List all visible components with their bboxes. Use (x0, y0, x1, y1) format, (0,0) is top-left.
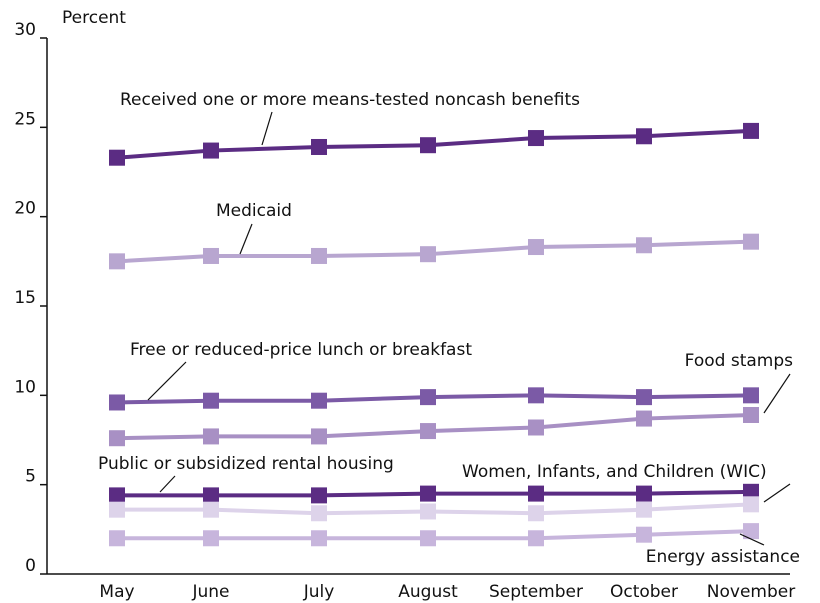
series-label: Public or subsidized rental housing (98, 454, 394, 474)
marker (311, 428, 327, 445)
x-tick-label: June (191, 582, 229, 602)
marker (743, 483, 759, 500)
series-label: Food stamps (685, 351, 793, 371)
marker (743, 406, 759, 423)
marker (203, 392, 219, 409)
y-tick-label: 5 (25, 467, 36, 487)
x-tick-label: November (707, 582, 795, 602)
y-tick-label: 25 (14, 109, 36, 129)
marker (528, 419, 544, 436)
marker (311, 487, 327, 504)
marker (636, 501, 652, 518)
marker (528, 130, 544, 147)
marker (203, 487, 219, 504)
marker (109, 501, 125, 518)
marker (420, 137, 436, 154)
marker (528, 239, 544, 256)
marker (528, 485, 544, 502)
marker (636, 410, 652, 427)
leader-line (261, 111, 273, 146)
marker (311, 138, 327, 155)
leader-line (739, 533, 765, 546)
y-axis-label: Percent (62, 8, 126, 28)
x-tick-label: August (398, 582, 458, 602)
marker (636, 389, 652, 406)
marker (636, 526, 652, 543)
series-label: Energy assistance (646, 547, 800, 567)
series-label: Women, Infants, and Children (WIC) (462, 462, 767, 482)
marker (311, 530, 327, 547)
marker (743, 496, 759, 513)
leader-line (763, 373, 791, 414)
x-tick-label: October (610, 582, 678, 602)
leader-line (147, 361, 187, 401)
x-tick-label: July (303, 582, 335, 602)
marker (311, 392, 327, 409)
y-tick-label: 0 (25, 556, 36, 576)
marker (109, 430, 125, 447)
series-label: Received one or more means-tested noncas… (120, 90, 580, 110)
marker (203, 501, 219, 518)
leader-line (159, 475, 176, 493)
x-tick-label: May (99, 582, 134, 602)
marker (420, 423, 436, 440)
marker (420, 389, 436, 406)
marker (743, 122, 759, 139)
marker (743, 523, 759, 540)
marker (636, 237, 652, 254)
series-label: Medicaid (216, 201, 292, 221)
leader-line (763, 483, 791, 503)
marker (203, 142, 219, 159)
marker (203, 428, 219, 445)
y-tick-label: 30 (14, 20, 36, 40)
y-tick-label: 20 (14, 199, 36, 219)
marker (109, 487, 125, 504)
marker (420, 485, 436, 502)
marker (420, 530, 436, 547)
marker (109, 253, 125, 270)
marker (528, 387, 544, 404)
series-label: Free or reduced-price lunch or breakfast (130, 340, 472, 360)
marker (311, 247, 327, 264)
marker (743, 387, 759, 404)
marker (420, 503, 436, 520)
marker (311, 505, 327, 522)
marker (743, 233, 759, 250)
marker (203, 247, 219, 264)
marker (203, 530, 219, 547)
marker (528, 530, 544, 547)
y-tick-label: 15 (14, 288, 36, 308)
marker (109, 149, 125, 166)
x-tick-label: September (489, 582, 583, 602)
marker (109, 394, 125, 411)
marker (528, 505, 544, 522)
leader-line (239, 223, 253, 255)
marker (420, 246, 436, 263)
marker (636, 128, 652, 145)
y-tick-label: 10 (14, 377, 36, 397)
marker (109, 530, 125, 547)
marker (636, 485, 652, 502)
